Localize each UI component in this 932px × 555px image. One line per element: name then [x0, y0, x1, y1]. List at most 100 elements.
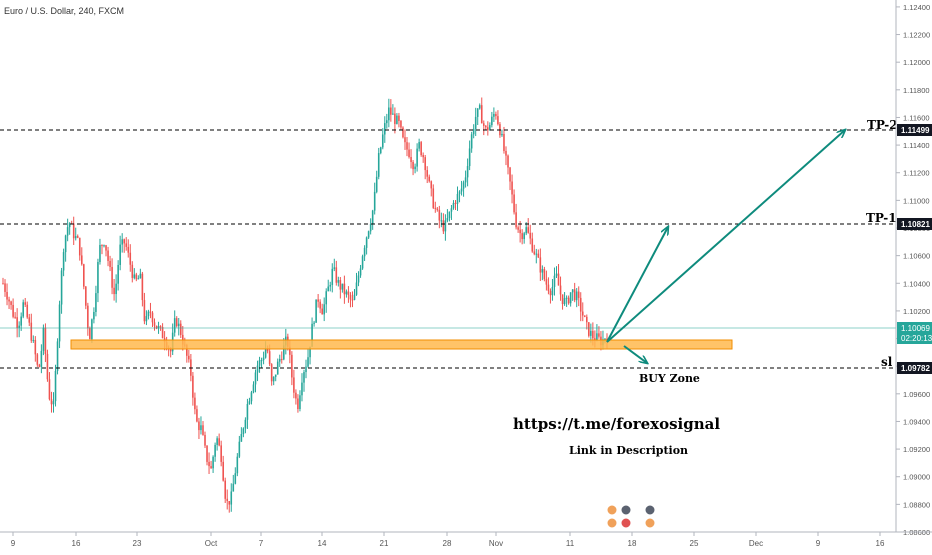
- candle-body-58: [119, 244, 121, 265]
- event-marker-6[interactable]: [644, 517, 656, 529]
- time-tick-label-7: 28: [443, 539, 452, 548]
- candle-body-194: [394, 113, 396, 124]
- candle-body-77: [157, 326, 160, 329]
- time-tick-label-1: 16: [72, 539, 81, 548]
- candle-body-151: [307, 357, 309, 367]
- tp1-price-text: 1.10821: [901, 220, 930, 229]
- candle-body-123: [250, 392, 253, 402]
- tp2-price-tag: [897, 124, 932, 136]
- candle-body-60: [123, 239, 126, 244]
- candle-body-218: [442, 220, 445, 232]
- candle-body-27: [56, 341, 59, 371]
- time-axis[interactable]: 9 16 23 Oct 7 14 21 28 Nov 11 18 25 Dec 9 16: [11, 532, 885, 548]
- candle-body-185: [375, 176, 378, 192]
- candle-body-85: [173, 318, 176, 333]
- candle-body-210: [426, 170, 429, 177]
- tp1-label: TP-1: [866, 211, 897, 225]
- event-markers[interactable]: [606, 504, 656, 529]
- candle-body-98: [200, 425, 202, 431]
- candle-body-213: [432, 188, 435, 208]
- candle-body-95: [194, 397, 196, 410]
- event-marker-4[interactable]: [620, 517, 632, 529]
- candle-body-1: [4, 283, 6, 292]
- candle-body-106: [216, 438, 218, 445]
- candle-body-71: [145, 316, 148, 322]
- candle-body-191: [388, 107, 390, 121]
- candle-body-167: [339, 280, 342, 290]
- event-marker-2[interactable]: [620, 504, 632, 516]
- candle-body-204: [414, 166, 416, 170]
- candle-body-219: [444, 220, 447, 232]
- candle-body-215: [436, 208, 439, 210]
- candle-body-57: [117, 264, 119, 284]
- candle-body-120: [244, 419, 247, 429]
- candle-body-226: [458, 191, 461, 194]
- candle-body-64: [131, 264, 134, 278]
- candle-body-65: [133, 274, 136, 278]
- candle-body-232: [470, 134, 473, 149]
- candle-body-114: [232, 483, 235, 492]
- candles-layer: [2, 97, 608, 513]
- link-text[interactable]: https://t.me/forexosignal: [513, 415, 720, 433]
- candle-body-189: [383, 123, 386, 135]
- candle-body-21: [44, 327, 47, 354]
- candle-body-214: [434, 207, 437, 209]
- candle-body-166: [337, 280, 340, 283]
- candle-body-270: [547, 284, 550, 291]
- candle-body-182: [369, 224, 372, 232]
- candle-body-119: [242, 428, 245, 435]
- candle-body-12: [26, 304, 29, 318]
- candle-body-125: [254, 372, 257, 385]
- candle-body-159: [323, 304, 325, 315]
- candle-body-76: [155, 325, 158, 329]
- candle-body-206: [418, 142, 420, 149]
- candle-body-38: [78, 237, 81, 256]
- price-axis[interactable]: 1.12400 1.12200 1.12000 1.11800 1.11600 1.114…: [896, 3, 930, 537]
- candle-body-238: [482, 123, 485, 126]
- candle-body-124: [252, 384, 255, 393]
- candle-body-163: [331, 268, 334, 285]
- candle-body-62: [127, 246, 130, 253]
- candle-body-276: [559, 285, 562, 295]
- event-marker-3[interactable]: [606, 517, 618, 529]
- candle-body-79: [161, 326, 164, 339]
- buy-zone-rect[interactable]: [70, 339, 733, 350]
- candle-body-183: [371, 210, 374, 225]
- candle-body-240: [487, 127, 489, 131]
- candle-body-217: [440, 220, 443, 222]
- sl-price-text: 1.09782: [901, 364, 930, 373]
- candle-body-188: [381, 134, 384, 148]
- candle-body-150: [305, 366, 307, 373]
- candle-body-43: [89, 328, 91, 340]
- candle-body-216: [438, 209, 441, 221]
- tp2-label: TP-2: [867, 118, 898, 132]
- candle-body-193: [392, 113, 394, 115]
- candle-body-172: [349, 294, 352, 300]
- candle-body-13: [28, 317, 31, 323]
- candle-body-135: [274, 374, 277, 377]
- candle-body-69: [141, 273, 144, 301]
- candle-body-178: [361, 256, 364, 269]
- candle-body-117: [238, 441, 241, 457]
- event-marker-5[interactable]: [644, 504, 656, 516]
- candle-body-243: [493, 113, 495, 117]
- candle-body-198: [402, 127, 404, 138]
- candle-body-158: [321, 308, 323, 315]
- candle-body-146: [297, 398, 299, 410]
- candle-body-202: [410, 157, 412, 163]
- candle-body-170: [345, 291, 348, 295]
- price-tick-label-10: 1.10400: [903, 279, 930, 288]
- event-marker-1[interactable]: [606, 504, 618, 516]
- candle-body-91: [186, 345, 188, 356]
- candle-body-52: [107, 250, 109, 261]
- candle-body-66: [135, 274, 138, 280]
- candle-body-20: [42, 327, 45, 351]
- candle-body-253: [513, 194, 515, 213]
- candle-body-67: [137, 278, 140, 280]
- candle-body-30: [62, 252, 65, 271]
- candle-body-181: [367, 231, 370, 238]
- candle-body-165: [335, 267, 338, 283]
- candle-body-101: [206, 445, 208, 462]
